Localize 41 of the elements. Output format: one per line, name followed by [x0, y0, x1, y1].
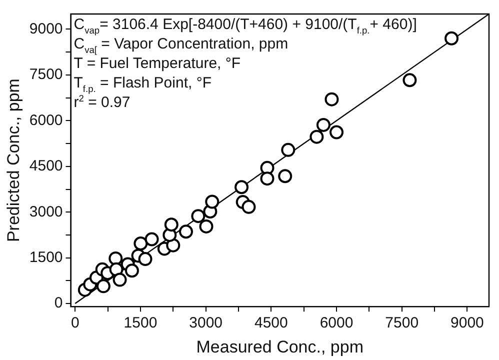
point	[199, 219, 214, 234]
point	[179, 224, 193, 239]
x-tick-label: 7500	[385, 314, 419, 332]
y-tick-label: 9000	[29, 20, 63, 38]
x-tick-label: 9000	[450, 314, 484, 332]
x-tick-label: 1500	[124, 314, 158, 332]
y-tick-label: 0	[54, 294, 63, 312]
y-tick-label: 1500	[29, 248, 63, 266]
point	[166, 238, 180, 252]
point	[138, 252, 152, 266]
x-tick-label: 4500	[254, 314, 288, 332]
x-tick-label: 3000	[189, 314, 223, 332]
point	[144, 232, 159, 246]
point	[134, 236, 148, 251]
annotation: T = Fuel Temperature, °F	[74, 55, 241, 72]
x-tick-label: 6000	[320, 314, 354, 332]
point	[234, 180, 249, 194]
point	[310, 130, 324, 144]
point	[112, 272, 127, 287]
point	[242, 200, 256, 214]
point	[164, 218, 178, 232]
point	[402, 73, 417, 88]
x-tick-label: 0	[70, 314, 80, 332]
point	[324, 92, 339, 106]
point	[260, 172, 274, 186]
point	[108, 251, 123, 266]
y-tick-label: 4500	[29, 158, 63, 175]
point	[278, 169, 292, 184]
point	[124, 264, 139, 278]
point	[96, 279, 110, 294]
point	[205, 194, 220, 209]
y-tick-label: 3000	[29, 203, 63, 220]
point	[316, 118, 330, 132]
x-axis-title: Measured Conc., ppm	[196, 337, 364, 356]
y-tick-label: 6000	[29, 112, 63, 129]
point	[191, 209, 206, 224]
point	[330, 125, 344, 140]
point	[281, 142, 296, 157]
y-tick-label: 7500	[29, 66, 63, 84]
point	[444, 31, 459, 46]
y-axis-title: Predicted Conc., ppm	[4, 78, 23, 242]
